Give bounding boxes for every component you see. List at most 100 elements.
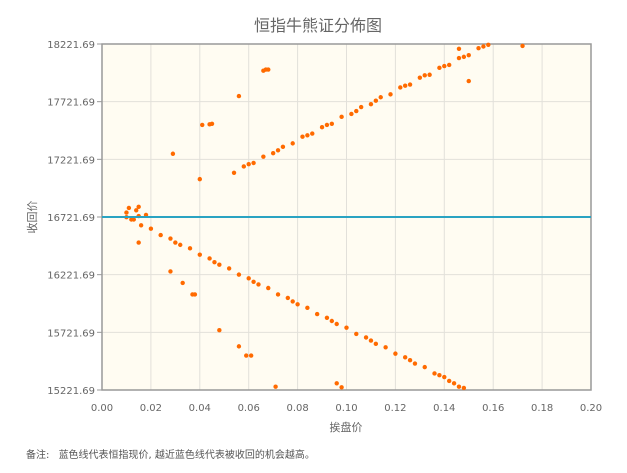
data-point: [300, 134, 305, 139]
data-point: [290, 299, 295, 304]
data-point: [427, 72, 432, 77]
data-point: [266, 285, 271, 291]
data-point: [246, 276, 251, 281]
x-tick-label: 0.06: [238, 403, 260, 414]
data-point: [180, 280, 185, 286]
x-tick-label: 0.00: [91, 403, 113, 414]
data-point: [275, 292, 281, 297]
data-point: [273, 384, 278, 389]
data-point: [461, 385, 467, 391]
y-tick-label: 17721.69: [47, 98, 95, 109]
data-point: [373, 341, 379, 347]
data-point: [241, 164, 247, 169]
data-point: [148, 226, 154, 231]
data-point: [314, 311, 320, 317]
data-point: [334, 321, 339, 327]
data-point: [354, 331, 359, 337]
data-point: [266, 67, 271, 72]
data-point: [187, 246, 193, 251]
data-point: [378, 95, 383, 100]
data-point: [349, 111, 354, 117]
x-tick-label: 0.02: [140, 403, 162, 414]
data-point: [124, 210, 129, 215]
x-axis-label: 挨盘价: [330, 420, 363, 434]
y-tick-label: 16721.69: [47, 213, 95, 224]
data-point: [451, 381, 457, 386]
data-point: [456, 55, 462, 61]
data-point: [363, 335, 369, 340]
data-point: [446, 378, 452, 384]
chart-title: 恒指牛熊证分佈图: [254, 16, 382, 35]
data-point: [402, 83, 408, 88]
data-point: [200, 122, 205, 128]
x-tick-label: 0.14: [433, 403, 455, 414]
y-axis-label: 收回价: [25, 201, 39, 234]
data-point: [466, 52, 471, 58]
data-point: [466, 78, 471, 84]
data-point: [290, 141, 295, 146]
data-point: [209, 121, 215, 126]
x-tick-label: 0.10: [335, 403, 357, 414]
data-point: [432, 371, 437, 376]
data-point: [136, 204, 141, 210]
data-point: [398, 85, 403, 90]
data-point: [373, 98, 379, 103]
data-point: [368, 338, 374, 343]
data-point: [168, 269, 173, 274]
data-point: [437, 373, 442, 378]
x-tick-label: 0.16: [482, 403, 504, 414]
data-point: [217, 328, 222, 333]
data-point: [217, 262, 222, 267]
data-point: [456, 384, 462, 389]
data-point: [319, 125, 325, 130]
data-point: [358, 104, 364, 110]
data-point: [476, 46, 481, 51]
data-point: [334, 381, 339, 386]
data-point: [231, 170, 237, 175]
data-point: [280, 144, 286, 150]
data-point: [393, 351, 398, 356]
data-point: [248, 353, 254, 358]
data-point: [422, 364, 427, 370]
data-point: [244, 353, 249, 358]
data-point: [388, 92, 393, 97]
y-tick-label: 17221.69: [47, 155, 95, 166]
data-point: [246, 161, 251, 167]
data-point: [136, 240, 141, 245]
data-point: [486, 42, 491, 47]
data-point: [329, 121, 335, 126]
data-point: [422, 73, 427, 78]
data-point: [354, 108, 359, 114]
data-point: [251, 160, 256, 166]
data-point: [437, 65, 442, 71]
data-point: [329, 318, 335, 324]
data-point: [412, 361, 418, 366]
data-point: [134, 208, 139, 213]
data-point: [407, 358, 413, 363]
data-point: [261, 154, 266, 159]
data-point: [295, 302, 300, 307]
data-point: [256, 282, 261, 287]
data-point: [520, 43, 525, 49]
data-point: [324, 122, 330, 128]
data-point: [236, 93, 242, 99]
y-tick-label: 18221.69: [47, 40, 95, 51]
data-point: [207, 256, 212, 261]
data-point: [251, 279, 256, 284]
data-point: [417, 75, 423, 80]
data-point: [442, 374, 447, 380]
data-point: [178, 242, 183, 248]
data-point: [138, 223, 144, 228]
footer-note: 备注: 蓝色线代表恒指现价, 越近蓝色线代表被收回的机会越高。: [26, 446, 321, 461]
y-tick-label: 15721.69: [47, 328, 95, 339]
footer-text: 蓝色线代表恒指现价, 越近蓝色线代表被收回的机会越高。: [58, 450, 315, 461]
data-point: [212, 259, 217, 265]
data-point: [143, 212, 149, 218]
data-point: [270, 150, 276, 156]
data-point: [461, 54, 467, 60]
data-point: [402, 355, 408, 360]
data-point: [446, 62, 452, 68]
y-tick-label: 15221.69: [47, 386, 95, 397]
data-point: [197, 176, 202, 182]
